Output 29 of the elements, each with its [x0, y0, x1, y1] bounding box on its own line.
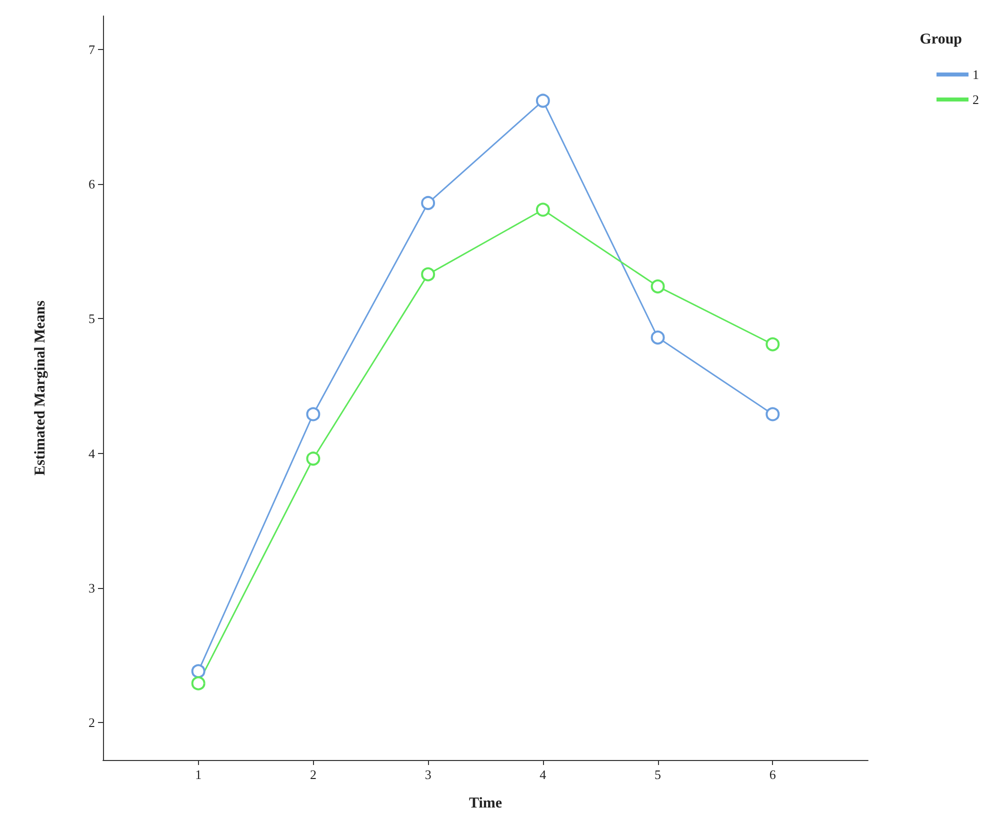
- x-tick-label: 2: [310, 767, 316, 782]
- y-tick-label: 3: [88, 580, 95, 596]
- point: [191, 676, 206, 690]
- point: [536, 94, 550, 108]
- point: [650, 330, 665, 345]
- point: [306, 407, 320, 422]
- y-tick-label: 6: [88, 176, 96, 192]
- x-tick-label: 5: [654, 767, 662, 782]
- point: [766, 337, 780, 352]
- point: [421, 267, 436, 282]
- y-tick-label: 7: [88, 42, 96, 58]
- point: [191, 664, 206, 678]
- point: [306, 452, 320, 466]
- point: [421, 196, 436, 210]
- x-tick-label: 1: [195, 767, 202, 782]
- y-tick-label: 4: [88, 446, 96, 461]
- point: [536, 202, 550, 217]
- y-axis-title: Estimated Marginal Means: [32, 300, 48, 476]
- y-tick-label: 5: [88, 311, 95, 326]
- point: [650, 279, 665, 294]
- legend-label: 2: [972, 92, 979, 107]
- point: [766, 407, 780, 422]
- x-tick-label: 6: [769, 767, 776, 782]
- y-tick-label: 2: [88, 714, 95, 730]
- x-tick-label: 3: [424, 767, 432, 782]
- legend-title: Group: [920, 32, 962, 48]
- x-tick-label: 4: [540, 767, 547, 782]
- x-axis-title: Time: [468, 796, 502, 812]
- legend-label: 1: [972, 67, 979, 82]
